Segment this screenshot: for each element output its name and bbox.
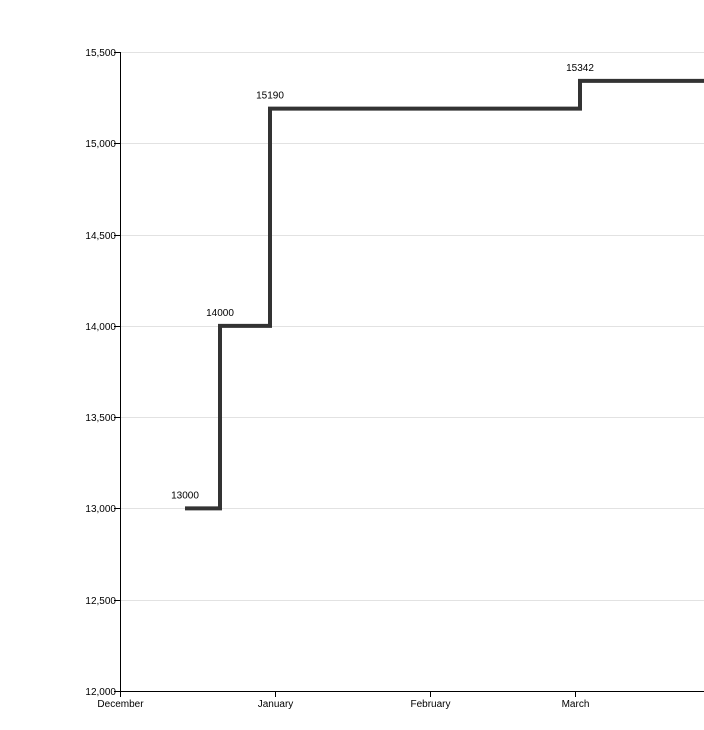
y-tick-label: 15,500 xyxy=(85,48,116,59)
series-step-line xyxy=(185,78,704,511)
data-labels: 13000 14000 15190 15342 xyxy=(171,63,594,502)
data-label: 15190 xyxy=(256,91,284,102)
x-tick-label: March xyxy=(562,699,590,710)
axes: 12,000 12,500 13,000 13,500 14,000 14,500 15,0… xyxy=(85,48,704,710)
data-label: 13000 xyxy=(171,490,199,501)
y-tick-label: 12,000 xyxy=(85,687,116,698)
data-label: 14000 xyxy=(206,308,234,319)
x-tick-label: February xyxy=(410,699,450,710)
y-tick-label: 13,000 xyxy=(85,504,116,515)
y-tick-label: 15,000 xyxy=(85,139,116,150)
y-tick-label: 13,500 xyxy=(85,413,116,424)
series-layer xyxy=(185,78,704,511)
x-tick-label: January xyxy=(258,699,294,710)
data-label: 15342 xyxy=(566,63,594,74)
y-tick-label: 14,500 xyxy=(85,231,116,242)
gridlines xyxy=(120,52,704,601)
y-tick-label: 14,000 xyxy=(85,322,116,333)
y-tick-label: 12,500 xyxy=(85,596,116,607)
x-tick-label: December xyxy=(97,699,144,710)
